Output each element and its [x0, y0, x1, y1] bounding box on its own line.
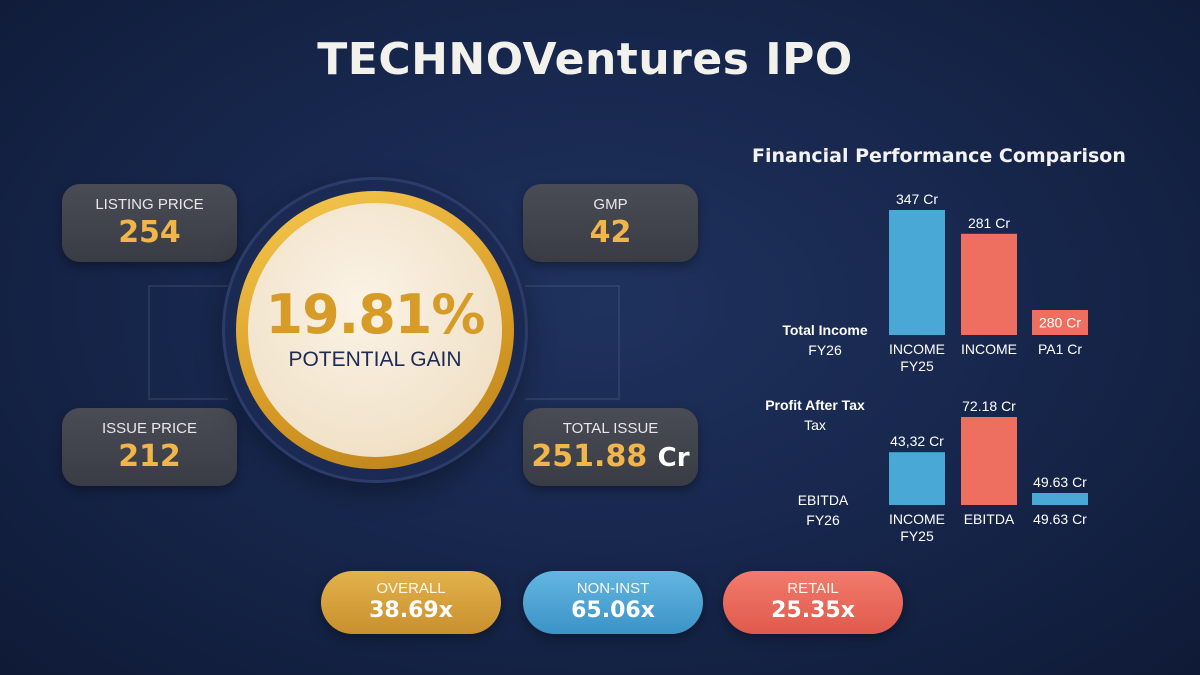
bar-value-label: 280 Cr	[1039, 315, 1081, 331]
bar	[889, 452, 945, 505]
retail-value: 25.35x	[771, 598, 855, 623]
bar	[961, 233, 1017, 335]
potential-gain-percent: 19.81%	[265, 283, 486, 346]
noninst-value: 65.06x	[571, 598, 655, 623]
bar-category-label: 49.63 Cr	[1033, 511, 1087, 527]
overall-subscription-pill: OVERALL 38.69x	[321, 571, 501, 634]
retail-subscription-pill: RETAIL 25.35x	[723, 571, 903, 634]
total-issue-unit: Cr	[657, 443, 690, 473]
retail-label: RETAIL	[787, 580, 839, 597]
potential-gain-label: POTENTIAL GAIN	[288, 348, 462, 371]
overall-label: OVERALL	[376, 580, 446, 597]
connector-left	[148, 285, 228, 340]
total-issue-card: TOTAL ISSUE 251.88 Cr	[523, 408, 698, 486]
bar	[1032, 310, 1088, 335]
row-label: Profit After Tax	[765, 397, 865, 413]
row-label: Total Income	[782, 322, 868, 338]
bar-value-label: 72.18 Cr	[962, 398, 1016, 414]
bar-category-label: INCOME	[961, 341, 1017, 357]
bar-value-label: 281 Cr	[968, 215, 1010, 231]
gmp-label: GMP	[593, 196, 628, 213]
connector-right	[525, 285, 620, 340]
issue-price-card: ISSUE PRICE 212	[62, 408, 237, 486]
connector-left-lower	[148, 340, 228, 400]
bar	[889, 210, 945, 335]
bar-category-label: FY25	[900, 358, 934, 374]
overall-value: 38.69x	[369, 598, 453, 623]
total-issue-label: TOTAL ISSUE	[562, 420, 659, 437]
bar-value-label: 43,32 Cr	[890, 433, 944, 449]
issue-price-value: 212	[118, 439, 181, 474]
row-label-bottom: FY26	[806, 512, 840, 528]
listing-price-label: LISTING PRICE	[95, 196, 204, 213]
gain-circle: 19.81% POTENTIAL GAIN	[248, 203, 502, 457]
bar-category-label: INCOME	[889, 511, 945, 527]
bar-category-label: INCOME	[889, 341, 945, 357]
chart-title: Financial Performance Comparison	[752, 145, 1126, 167]
row-label: FY26	[808, 342, 842, 358]
total-issue-value: 251.88 Cr	[523, 439, 698, 474]
row-label-bottom: EBITDA	[798, 492, 849, 508]
page-title: TECHNOVentures IPO	[317, 34, 853, 85]
listing-price-value: 254	[118, 215, 181, 250]
row-label: Tax	[804, 417, 826, 433]
total-issue-number: 251.88	[531, 439, 648, 474]
bar-category-label: PA1 Cr	[1038, 341, 1082, 357]
noninst-subscription-pill: NON-INST 65.06x	[523, 571, 703, 634]
gmp-card: GMP 42	[523, 184, 698, 262]
gmp-value: 42	[589, 215, 632, 250]
bar-category-label: EBITDA	[964, 511, 1015, 527]
bar-value-label: 347 Cr	[896, 191, 938, 207]
bar-category-label: FY25	[900, 528, 934, 544]
listing-price-card: LISTING PRICE 254	[62, 184, 237, 262]
bar	[1032, 493, 1088, 505]
noninst-label: NON-INST	[576, 580, 650, 597]
issue-price-label: ISSUE PRICE	[101, 420, 198, 437]
bar-value-label: 49.63 Cr	[1033, 474, 1087, 490]
connector-right-lower	[525, 340, 620, 400]
bar	[961, 417, 1017, 505]
